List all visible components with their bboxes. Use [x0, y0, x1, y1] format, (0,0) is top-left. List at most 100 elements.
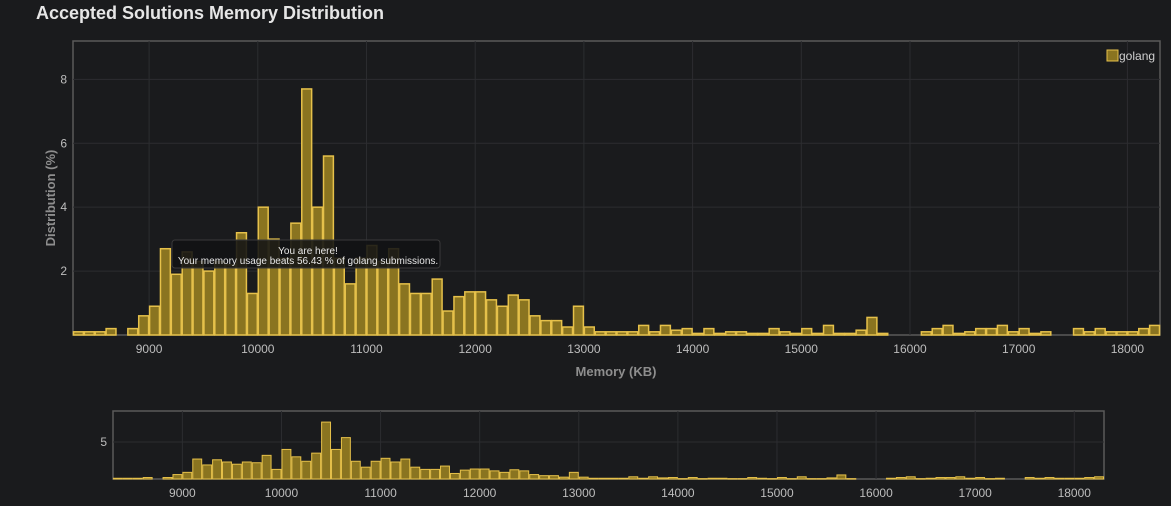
main-bar[interactable]	[594, 331, 606, 336]
main-bar[interactable]	[311, 206, 324, 336]
main-bar[interactable]	[985, 327, 998, 336]
main-bar[interactable]	[301, 88, 313, 336]
main-bar[interactable]	[333, 257, 346, 336]
legend[interactable]: golang	[1106, 49, 1155, 63]
main-bar[interactable]	[637, 324, 650, 336]
main-bar[interactable]	[1040, 331, 1052, 336]
main-bar[interactable]	[159, 247, 172, 336]
main-bar[interactable]	[214, 260, 226, 336]
main-bar[interactable]	[844, 332, 856, 336]
main-bar[interactable]	[507, 294, 519, 336]
main-bar[interactable]	[605, 331, 617, 336]
nav-bar	[826, 477, 837, 480]
main-bar[interactable]	[1105, 331, 1117, 336]
main-bar[interactable]	[496, 305, 509, 336]
main-bar[interactable]	[692, 332, 704, 336]
main-bar[interactable]	[681, 327, 693, 336]
main-bar[interactable]	[268, 238, 280, 336]
main-bar[interactable]	[442, 310, 454, 336]
nav-bar	[975, 477, 986, 480]
main-bar[interactable]	[420, 292, 432, 336]
main-bar[interactable]	[768, 327, 780, 336]
main-bar[interactable]	[170, 273, 182, 336]
main-bar[interactable]	[779, 331, 791, 336]
main-bar[interactable]	[485, 299, 498, 336]
main-bar[interactable]	[203, 270, 215, 336]
main-bar[interactable]	[648, 331, 661, 336]
main-bar[interactable]	[344, 283, 356, 336]
main-bar[interactable]	[953, 332, 965, 336]
nav-bar	[539, 475, 550, 480]
main-bars[interactable]	[72, 88, 1161, 336]
main-bar[interactable]	[235, 231, 248, 336]
main-bar[interactable]	[1138, 327, 1150, 336]
nav-bar	[737, 478, 748, 480]
main-bar[interactable]	[518, 299, 530, 336]
nav-bar	[747, 477, 758, 480]
main-bar[interactable]	[290, 222, 302, 336]
main-bar[interactable]	[1127, 331, 1139, 336]
main-bar[interactable]	[83, 331, 95, 336]
main-bar[interactable]	[714, 332, 726, 336]
main-bar[interactable]	[964, 331, 976, 336]
main-bar[interactable]	[72, 331, 85, 336]
main-x-ticks: 9000 10000 11000 12000 13000 14000 15000 16000 1…	[136, 342, 1145, 356]
main-bar[interactable]	[974, 327, 987, 336]
main-bar[interactable]	[192, 260, 204, 336]
main-bar[interactable]	[1083, 331, 1096, 336]
main-bar[interactable]	[529, 315, 541, 336]
main-bar[interactable]	[724, 331, 737, 336]
main-bar[interactable]	[257, 206, 269, 336]
main-bar[interactable]	[822, 324, 835, 336]
main-bar[interactable]	[1094, 327, 1106, 336]
main-bar[interactable]	[409, 292, 422, 336]
main-bar[interactable]	[377, 260, 389, 336]
main-bar[interactable]	[464, 291, 476, 336]
main-bar[interactable]	[1148, 324, 1161, 336]
main-bar[interactable]	[833, 332, 846, 336]
main-bar[interactable]	[996, 324, 1009, 336]
main-bar[interactable]	[627, 331, 639, 336]
main-bar[interactable]	[746, 332, 759, 336]
main-bar[interactable]	[1018, 327, 1030, 336]
main-bar[interactable]	[453, 295, 465, 336]
main-bar[interactable]	[551, 319, 563, 336]
main-bar[interactable]	[811, 332, 824, 336]
main-bar[interactable]	[790, 332, 802, 336]
main-bar[interactable]	[670, 329, 682, 336]
main-bar[interactable]	[616, 331, 628, 336]
main-bar[interactable]	[561, 326, 574, 336]
main-bar[interactable]	[431, 278, 443, 336]
main-bar[interactable]	[801, 327, 813, 336]
main-bar[interactable]	[703, 327, 715, 336]
main-bar[interactable]	[757, 332, 769, 336]
main-bar[interactable]	[540, 319, 552, 336]
main-bar[interactable]	[1029, 332, 1041, 336]
main-bar[interactable]	[355, 257, 367, 336]
main-bar[interactable]	[735, 331, 748, 336]
main-bar[interactable]	[137, 315, 150, 336]
main-bar[interactable]	[942, 324, 954, 336]
main-bar[interactable]	[398, 283, 411, 336]
main-bar[interactable]	[94, 331, 106, 336]
main-bar[interactable]	[224, 263, 237, 336]
main-bar[interactable]	[866, 316, 878, 336]
main-bar[interactable]	[855, 329, 867, 336]
main-bar[interactable]	[583, 326, 596, 336]
main-bar[interactable]	[1007, 331, 1019, 336]
main-bar[interactable]	[474, 291, 487, 336]
main-bar[interactable]	[1072, 327, 1085, 336]
main-bar[interactable]	[920, 331, 932, 336]
main-bar[interactable]	[1116, 331, 1128, 336]
main-bar[interactable]	[105, 327, 117, 336]
nav-bar	[321, 421, 332, 480]
main-bar[interactable]	[931, 327, 943, 336]
main-bar[interactable]	[659, 324, 672, 336]
main-bar[interactable]	[148, 305, 161, 336]
main-bar[interactable]	[279, 257, 291, 336]
nav-bar	[836, 474, 847, 480]
main-bar[interactable]	[572, 305, 585, 336]
main-bar[interactable]	[246, 292, 259, 336]
main-bar[interactable]	[877, 332, 889, 336]
main-bar[interactable]	[127, 327, 139, 336]
